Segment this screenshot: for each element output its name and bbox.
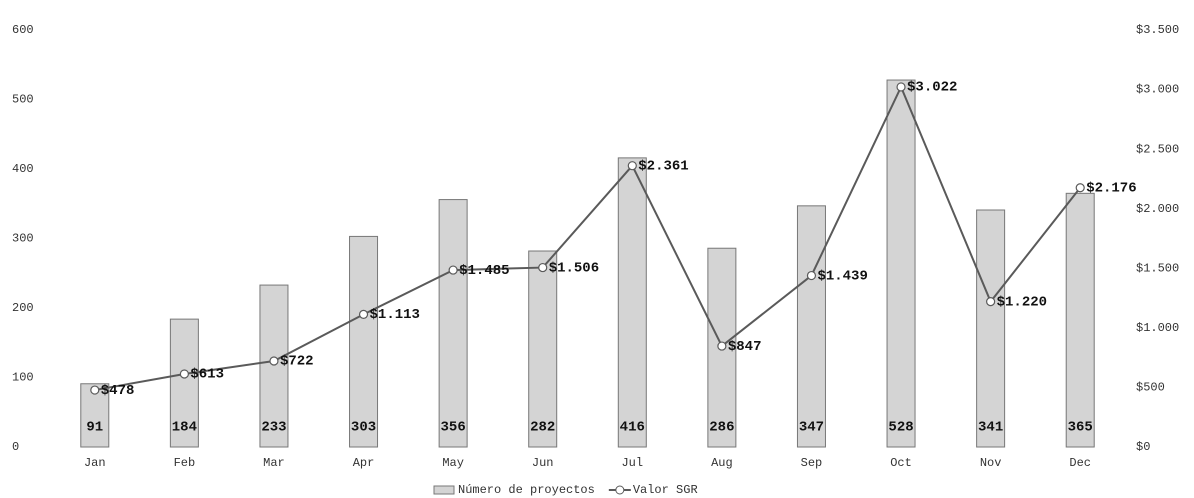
line-marker [179,369,189,379]
bar [349,235,379,448]
legend-label: Número de proyectos [458,483,595,497]
bar-value-label: 91 [86,420,103,436]
y-tick-label: 500 [12,93,34,107]
line-value-label: $478 [101,383,135,399]
line-marker [269,356,279,366]
y2-tick-label: $3.000 [1136,83,1179,97]
line-value-label: $3.022 [907,80,957,96]
x-tick-label: Jul [621,456,643,470]
y-tick-label: 0 [12,440,19,454]
legend-label: Valor SGR [633,483,698,497]
bar [617,157,647,448]
x-tick-label: Feb [174,456,196,470]
line-value-label: $847 [728,339,762,355]
bar-value-label: 341 [978,420,1003,436]
line-value-label: $1.439 [817,268,867,284]
bar-value-label: 356 [441,420,466,436]
x-tick-label: Aug [711,456,733,470]
y2-tick-label: $2.500 [1136,142,1179,156]
bar-value-label: 528 [888,420,913,436]
y-tick-label: 600 [12,23,34,37]
line-marker [627,161,637,171]
x-tick-label: Apr [353,456,375,470]
line-marker [90,385,100,395]
line-value-label: $1.506 [549,260,599,276]
y-tick-label: 100 [12,371,34,385]
line-value-label: $613 [190,367,224,383]
bar [886,79,916,448]
line-marker [896,82,906,92]
line-marker [986,297,996,307]
bar-value-label: 184 [172,420,197,436]
line-marker [358,309,369,319]
bar-value-label: 286 [709,420,734,436]
bar-value-label: 365 [1068,420,1093,436]
y2-tick-label: $2.000 [1136,202,1179,216]
bar [1065,192,1095,448]
line-marker [538,262,548,273]
y2-tick-label: $500 [1136,381,1165,395]
x-tick-label: Nov [980,456,1002,470]
line-marker [1075,183,1085,193]
bar-value-label: 303 [351,420,376,436]
bar-value-label: 416 [620,420,645,436]
bar [528,250,558,448]
line-value-label: $1.220 [997,294,1047,310]
line [94,84,1081,392]
x-tick-label: Oct [890,456,912,470]
line-value-label: $2.361 [638,158,688,174]
line-marker [448,265,458,275]
legend-swatch [433,485,455,495]
line-value-label: $1.113 [370,307,420,323]
bar [976,209,1006,448]
y-tick-label: 300 [12,232,34,246]
bar-value-label: 282 [530,420,555,436]
x-tick-label: Mar [263,456,285,470]
bar [169,318,199,448]
bar-value-label: 233 [261,420,286,436]
x-tick-label: Jan [84,456,106,470]
x-tick-label: Jun [532,456,554,470]
line-marker [717,341,727,351]
legend-marker [615,485,625,495]
bar [796,205,826,448]
line-marker [806,270,817,281]
line-value-label: $722 [280,354,314,370]
x-tick-label: Dec [1069,456,1091,470]
line-value-label: $2.176 [1086,180,1136,196]
x-tick-label: Sep [801,456,823,470]
bar [259,284,289,448]
y2-tick-label: $1.500 [1136,261,1179,275]
y2-tick-label: $3.500 [1136,23,1179,37]
x-tick-label: May [442,456,464,470]
bar [438,199,468,448]
y2-tick-label: $1.000 [1136,321,1179,335]
y2-tick-label: $0 [1136,440,1150,454]
y-tick-label: 200 [12,301,34,315]
bar-value-label: 347 [799,420,824,436]
y-tick-label: 400 [12,162,34,176]
line-value-label: $1.485 [459,263,509,279]
